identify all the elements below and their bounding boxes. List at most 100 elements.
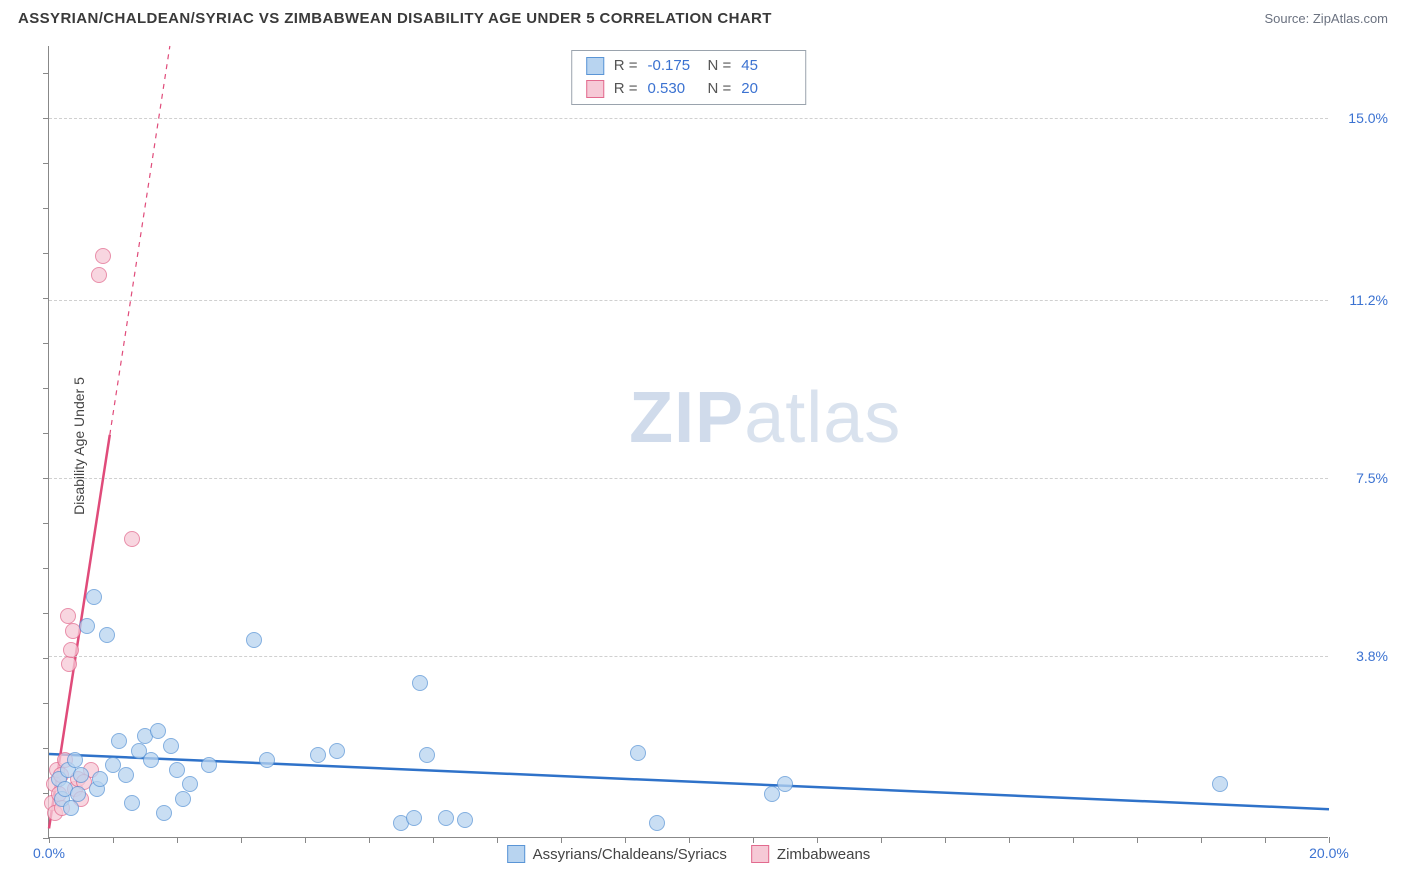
data-point — [150, 723, 166, 739]
data-point — [61, 656, 77, 672]
data-point — [124, 795, 140, 811]
y-tick — [43, 568, 49, 569]
gridline — [49, 118, 1328, 119]
x-tick — [1265, 837, 1266, 843]
stat-r-label: R = — [614, 55, 638, 78]
trend-lines — [49, 46, 1328, 837]
scatter-chart: ZIPatlas R =-0.175N =45R =0.530N =20 Ass… — [48, 46, 1328, 838]
x-tick — [49, 837, 50, 843]
data-point — [73, 767, 89, 783]
data-point — [412, 675, 428, 691]
data-point — [310, 747, 326, 763]
data-point — [182, 776, 198, 792]
legend-item: Assyrians/Chaldeans/Syriacs — [507, 845, 727, 863]
gridline — [49, 300, 1328, 301]
chart-header: ASSYRIAN/CHALDEAN/SYRIAC VS ZIMBABWEAN D… — [0, 0, 1406, 33]
data-point — [91, 267, 107, 283]
x-tick — [433, 837, 434, 843]
x-tick — [1073, 837, 1074, 843]
data-point — [406, 810, 422, 826]
stat-r-value: 0.530 — [648, 78, 698, 101]
y-tick — [43, 343, 49, 344]
legend-swatch — [751, 845, 769, 863]
legend-item: Zimbabweans — [751, 845, 870, 863]
data-point — [246, 632, 262, 648]
x-tick-label: 20.0% — [1309, 845, 1349, 861]
y-tick — [43, 388, 49, 389]
y-tick — [43, 208, 49, 209]
data-point — [95, 248, 111, 264]
y-tick-label: 11.2% — [1349, 292, 1388, 308]
stats-row: R = -0.175 N = 45 — [586, 55, 792, 78]
data-point — [92, 771, 108, 787]
y-tick — [43, 703, 49, 704]
x-tick — [305, 837, 306, 843]
x-tick — [497, 837, 498, 843]
x-tick — [113, 837, 114, 843]
y-tick — [43, 748, 49, 749]
watermark: ZIPatlas — [629, 377, 901, 459]
y-tick — [43, 838, 49, 839]
x-tick — [689, 837, 690, 843]
x-tick — [1137, 837, 1138, 843]
x-tick — [369, 837, 370, 843]
data-point — [438, 810, 454, 826]
y-tick — [43, 163, 49, 164]
stat-n-value: 45 — [741, 55, 791, 78]
x-tick — [625, 837, 626, 843]
stat-n-label: N = — [708, 78, 732, 101]
x-tick — [881, 837, 882, 843]
legend-swatch — [586, 57, 604, 75]
data-point — [329, 743, 345, 759]
y-tick — [43, 298, 49, 299]
x-tick — [177, 837, 178, 843]
data-point — [99, 627, 115, 643]
y-tick — [43, 253, 49, 254]
legend-label: Zimbabweans — [777, 846, 870, 863]
chart-title: ASSYRIAN/CHALDEAN/SYRIAC VS ZIMBABWEAN D… — [18, 10, 772, 27]
legend-swatch — [507, 845, 525, 863]
data-point — [63, 642, 79, 658]
y-tick — [43, 613, 49, 614]
y-tick — [43, 433, 49, 434]
data-point — [163, 738, 179, 754]
x-tick — [1329, 837, 1330, 843]
data-point — [156, 805, 172, 821]
data-point — [630, 745, 646, 761]
data-point — [111, 733, 127, 749]
y-tick — [43, 793, 49, 794]
stat-r-value: -0.175 — [648, 55, 698, 78]
data-point — [201, 757, 217, 773]
y-tick-label: 15.0% — [1348, 110, 1388, 126]
data-point — [143, 752, 159, 768]
x-tick — [241, 837, 242, 843]
legend-label: Assyrians/Chaldeans/Syriacs — [533, 846, 727, 863]
stat-n-label: N = — [708, 55, 732, 78]
data-point — [86, 589, 102, 605]
data-point — [124, 531, 140, 547]
y-tick-label: 7.5% — [1356, 470, 1388, 486]
legend-swatch — [586, 80, 604, 98]
x-tick — [753, 837, 754, 843]
data-point — [79, 618, 95, 634]
x-tick — [817, 837, 818, 843]
y-tick — [43, 478, 49, 479]
y-tick — [43, 118, 49, 119]
stats-legend-box: R = -0.175 N = 45 R = 0.530 N = 20 — [571, 50, 807, 105]
data-point — [1212, 776, 1228, 792]
y-tick — [43, 658, 49, 659]
gridline — [49, 478, 1328, 479]
gridline — [49, 656, 1328, 657]
stat-r-label: R = — [614, 78, 638, 101]
x-tick — [561, 837, 562, 843]
stats-row: R = 0.530 N = 20 — [586, 78, 792, 101]
x-tick — [945, 837, 946, 843]
data-point — [70, 786, 86, 802]
x-tick-label: 0.0% — [33, 845, 65, 861]
data-point — [419, 747, 435, 763]
stat-n-value: 20 — [741, 78, 791, 101]
y-tick — [43, 73, 49, 74]
y-tick-label: 3.8% — [1356, 648, 1388, 664]
data-point — [169, 762, 185, 778]
data-point — [259, 752, 275, 768]
